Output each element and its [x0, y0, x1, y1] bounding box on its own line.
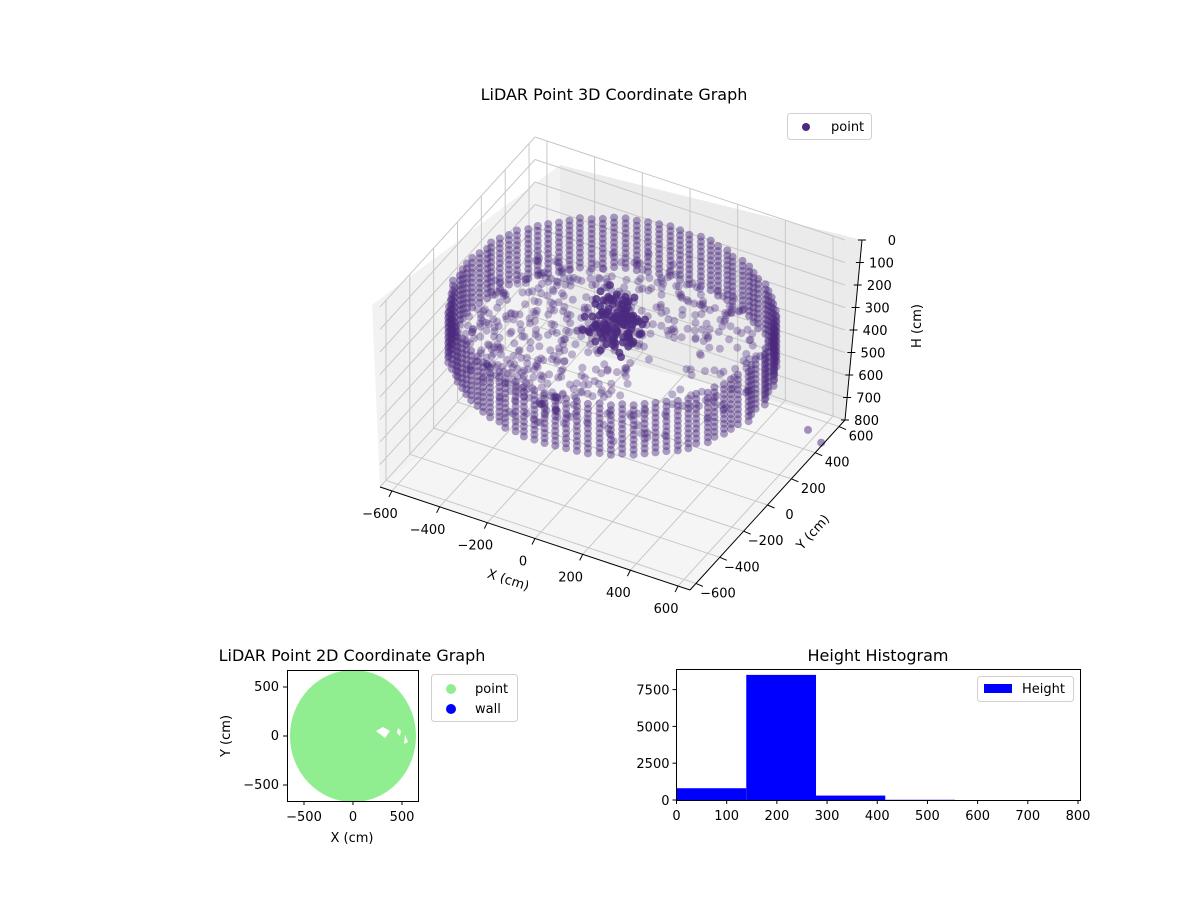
x-tick-label: 400	[606, 586, 631, 601]
z-tick-label: 500	[861, 347, 886, 362]
x-tick-label: −200	[457, 539, 493, 554]
y-tick-label: 0	[661, 794, 669, 809]
x-tick-label: 400	[865, 809, 890, 824]
histogram-bar	[746, 674, 817, 800]
histogram-frame	[676, 669, 1081, 801]
histogram-title: Height Histogram	[808, 646, 949, 665]
x-tick-label: −600	[362, 507, 398, 522]
x-tick-label: 500	[390, 810, 415, 825]
x-axis-label-3d: X (cm)	[485, 567, 531, 595]
legend-label-point-3d: point	[831, 120, 864, 135]
z-tick-label: 800	[854, 414, 879, 429]
y-tick-label: 0	[271, 729, 279, 744]
legend-marker-wall	[446, 704, 456, 714]
x-tick-label: 200	[764, 809, 789, 824]
y-tick-label: 400	[825, 456, 850, 471]
x-tick-label: 300	[815, 809, 840, 824]
plot-2d-canvas: LiDAR Point 2D Coordinate Graph −500 0 5…	[219, 646, 518, 846]
y-tick-label: −500	[243, 778, 279, 793]
x-tick-label: 500	[915, 809, 940, 824]
z-tick-label: 200	[867, 279, 892, 294]
histogram: Height Histogram 0 100 200 300 400 500 600 700 8…	[600, 630, 1200, 900]
y-tick-label: 600	[849, 430, 874, 445]
plot-3d-canvas: −600−600−400−400−200 −2000020020040040060…	[362, 85, 925, 617]
x-tick-label: 200	[558, 570, 583, 585]
y-tick-label: 0	[785, 508, 793, 523]
x-tick-label: −500	[286, 810, 322, 825]
y-axis-label-2d: Y (cm)	[219, 715, 234, 758]
x-axis-label-2d: X (cm)	[331, 831, 374, 846]
y-tick-label: 7500	[636, 684, 669, 699]
legend-hist: Height	[977, 676, 1074, 702]
y-tick-label: −400	[724, 560, 760, 575]
grid-3d	[379, 136, 846, 587]
y-tick-label: 2500	[636, 757, 669, 772]
legend-label-point-2d: point	[475, 682, 508, 697]
ticks-3d: −600−600−400−400−200 −2000020020040040060…	[362, 234, 896, 617]
y-tick-label: 500	[254, 680, 279, 695]
x-tick-label: 0	[672, 809, 680, 824]
x-tick-label: 0	[349, 810, 357, 825]
z-tick-label: 100	[869, 257, 894, 272]
plot-3d: −600 −600 −400 −400 −200 −200 0 0 200 200 400 400 60…	[362, 85, 925, 617]
y-tick-label: −600	[700, 586, 736, 601]
plot-3d-title: LiDAR Point 3D Coordinate Graph	[481, 85, 748, 104]
point-cloud-2d	[290, 670, 416, 801]
z-tick-label: 600	[858, 369, 883, 384]
x-tick-label: −400	[410, 523, 446, 538]
y-tick-label: 200	[801, 482, 826, 497]
y-tick-label: −200	[748, 534, 784, 549]
y-axis-label-3d: Y (cm)	[793, 512, 833, 554]
y-tick-label: 5000	[636, 720, 669, 735]
histogram-ticks: 0 100 200 300 400 500 600 700 800 0 2500 5000 7500	[636, 684, 1090, 824]
legend-label-height: Height	[1022, 682, 1065, 697]
legend-2d: point wall	[431, 674, 518, 722]
histogram-bar	[676, 788, 747, 800]
plot-2d: LiDAR Point 2D Coordinate Graph −500 0 5…	[0, 630, 600, 900]
x-tick-label: 100	[714, 809, 739, 824]
legend-marker-point	[802, 123, 810, 131]
panes-3d	[372, 165, 862, 590]
x-tick-label: 0	[519, 555, 527, 570]
x-tick-label: 800	[1066, 809, 1091, 824]
histogram-bars	[676, 674, 956, 800]
histogram-canvas: Height Histogram 0 100 200 300 400 500 600 700 8…	[636, 646, 1090, 824]
z-tick-label: 0	[888, 234, 896, 249]
histogram-bar	[816, 795, 886, 800]
legend-3d: point	[787, 113, 872, 140]
z-axis-label-3d: H (cm)	[910, 304, 925, 348]
z-tick-label: 700	[856, 392, 881, 407]
x-ticks-2d	[283, 686, 403, 805]
legend-swatch-height	[984, 684, 1012, 693]
legend-marker-point	[446, 684, 456, 694]
z-tick-label: 300	[865, 302, 890, 317]
x-tick-label: 600	[965, 809, 990, 824]
z-tick-label: 400	[863, 324, 888, 339]
x-tick-label: 700	[1015, 809, 1040, 824]
point-cloud-3d	[444, 213, 826, 459]
plot-2d-title: LiDAR Point 2D Coordinate Graph	[219, 646, 486, 665]
x-tick-label: 600	[654, 602, 679, 617]
legend-label-wall: wall	[475, 702, 501, 717]
